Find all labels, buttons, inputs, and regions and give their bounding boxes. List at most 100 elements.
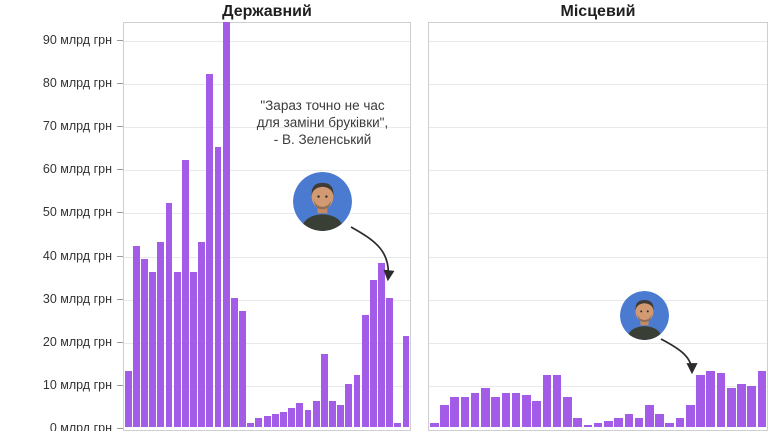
bar	[402, 336, 410, 427]
bar	[470, 392, 480, 427]
bar	[345, 383, 353, 427]
bar	[522, 394, 531, 427]
chart-title-state: Державний	[222, 3, 312, 20]
quote-line-1: "Зараз точно не час	[260, 98, 385, 113]
y-axis-label: 70 млрд грн	[42, 119, 112, 134]
gridline	[429, 41, 767, 42]
bar	[141, 258, 148, 427]
zelensky-photo	[293, 172, 352, 231]
bar	[190, 271, 197, 427]
zelensky-photo-small	[620, 291, 669, 340]
bar	[378, 263, 385, 427]
bar	[706, 370, 716, 427]
bar	[552, 375, 562, 427]
gridline	[124, 127, 410, 129]
gridline	[124, 170, 410, 172]
bar	[440, 405, 449, 427]
y-axis-label: 40 млрд грн	[42, 248, 112, 263]
gridline	[429, 385, 767, 387]
bar	[696, 375, 705, 427]
bar	[386, 297, 394, 427]
bar	[460, 396, 470, 427]
bar	[604, 420, 613, 427]
y-axis-label: 30 млрд грн	[42, 291, 112, 306]
y-axis-tick	[117, 255, 123, 257]
y-axis-tick	[117, 384, 123, 386]
plot-area-state	[123, 21, 411, 431]
bar	[491, 396, 500, 427]
bar	[665, 422, 675, 427]
bar	[481, 388, 490, 427]
gridline	[429, 127, 767, 129]
bar	[214, 146, 222, 427]
bar	[329, 401, 336, 427]
bar	[320, 353, 328, 427]
bar	[165, 202, 173, 427]
bar	[583, 424, 593, 427]
bar	[685, 405, 695, 427]
bar	[337, 405, 345, 427]
bar	[198, 241, 206, 427]
bar	[296, 403, 304, 427]
zelensky-quote: "Зараз точно не час для заміни бруківки"…	[230, 97, 415, 148]
bar	[369, 280, 377, 427]
quote-line-3: - В. Зеленський	[273, 132, 372, 147]
bar	[312, 401, 320, 427]
bar	[655, 414, 664, 427]
bar	[181, 159, 189, 427]
bar	[532, 401, 541, 427]
y-axis-label: 60 млрд грн	[42, 162, 112, 177]
gridline	[124, 299, 410, 301]
bar	[271, 414, 279, 427]
gridline	[124, 342, 410, 344]
bar	[304, 409, 312, 427]
bar	[239, 310, 246, 427]
bar	[279, 411, 287, 427]
y-axis-label: 90 млрд грн	[42, 33, 112, 47]
bar	[361, 314, 369, 427]
y-axis-tick	[117, 126, 123, 128]
bar	[726, 388, 736, 427]
plot-area-local	[428, 22, 768, 431]
quote-line-2: для заміни бруківки",	[256, 115, 389, 130]
bar	[206, 73, 214, 427]
bar	[511, 392, 521, 427]
y-axis-label: 50 млрд грн	[42, 205, 112, 220]
bar	[149, 271, 157, 427]
y-axis-tick	[117, 40, 123, 41]
bar	[429, 422, 439, 427]
bar	[542, 375, 552, 427]
y-axis-tick	[117, 298, 123, 300]
bar	[614, 418, 623, 427]
bar	[634, 418, 644, 427]
bar	[573, 418, 582, 427]
bar	[263, 416, 271, 427]
bar	[230, 297, 238, 427]
gridline	[429, 299, 767, 301]
gridline	[429, 256, 767, 258]
bar	[675, 418, 685, 427]
chart-title-local: Місцевий	[560, 3, 636, 20]
bar	[593, 422, 603, 427]
bar	[563, 396, 572, 427]
gridline	[124, 84, 410, 86]
bar	[747, 386, 757, 427]
bar	[124, 370, 132, 427]
bar	[222, 21, 230, 427]
bar	[450, 396, 459, 427]
y-axis-label: 80 млрд грн	[42, 76, 112, 91]
gridline	[429, 170, 767, 172]
gridline	[124, 41, 410, 42]
bar	[645, 405, 654, 427]
gridline	[124, 256, 410, 258]
bar	[716, 373, 726, 427]
bar	[288, 407, 296, 427]
y-axis-tick	[117, 341, 123, 343]
bar	[394, 422, 402, 427]
y-axis-tick	[117, 212, 123, 214]
bar	[132, 245, 140, 427]
gridline	[429, 84, 767, 86]
gridline	[124, 213, 410, 215]
y-axis-label: 10 млрд грн	[42, 377, 112, 392]
